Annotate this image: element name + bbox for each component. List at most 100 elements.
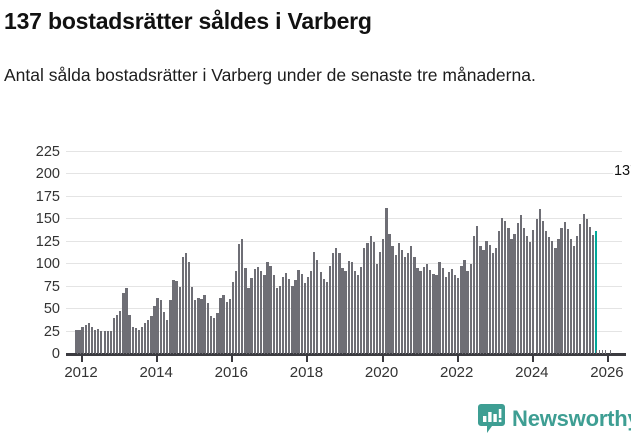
x-axis-minor-tick	[76, 350, 78, 354]
bar	[253, 268, 257, 354]
x-axis-minor-tick	[292, 350, 294, 354]
x-axis-minor-tick	[248, 350, 250, 354]
bar	[582, 213, 585, 354]
x-axis-minor-tick	[201, 350, 203, 354]
bar	[485, 240, 488, 354]
bar	[259, 270, 263, 354]
bar	[441, 267, 444, 354]
bar	[334, 248, 338, 354]
bar	[241, 239, 244, 354]
bar	[203, 294, 206, 354]
bar	[444, 276, 447, 354]
bar	[469, 264, 473, 354]
gridline	[66, 330, 622, 332]
x-axis-minor-tick	[430, 350, 432, 354]
x-axis-minor-tick	[333, 350, 335, 354]
bar	[275, 287, 278, 354]
x-axis-minor-tick	[142, 350, 144, 354]
x-axis-minor-tick	[211, 350, 212, 354]
x-axis-minor-tick	[223, 350, 225, 354]
x-axis-minor-tick	[145, 350, 147, 354]
bar	[263, 275, 266, 354]
bar	[235, 271, 238, 354]
x-axis-minor-tick	[173, 350, 175, 354]
x-axis-minor-tick	[577, 350, 579, 354]
bar	[153, 305, 156, 354]
bar	[238, 243, 241, 354]
bar	[266, 261, 269, 354]
x-axis-tick-label: 2020	[364, 364, 399, 381]
x-axis-minor-tick	[380, 350, 382, 354]
x-axis-minor-tick	[373, 350, 375, 354]
x-axis-minor-tick	[502, 350, 504, 354]
x-axis-minor-tick	[358, 350, 360, 354]
y-axis-tick-label: 25	[43, 323, 60, 340]
x-axis-minor-tick	[251, 350, 253, 354]
x-axis-minor-tick	[104, 350, 106, 354]
x-axis-minor-tick	[564, 350, 566, 354]
x-axis-minor-tick	[214, 350, 216, 354]
x-axis-minor-tick	[276, 350, 278, 354]
bar	[94, 329, 97, 354]
bar	[479, 246, 482, 354]
bar	[447, 272, 450, 354]
bar	[494, 248, 497, 354]
x-axis-minor-tick	[555, 350, 557, 354]
bar	[463, 259, 466, 354]
x-axis-minor-tick	[405, 350, 407, 354]
bar	[350, 261, 354, 354]
x-axis-minor-tick	[489, 350, 491, 354]
x-axis-minor-tick	[123, 350, 125, 354]
x-axis-minor-tick	[267, 350, 269, 354]
bar	[150, 316, 153, 354]
x-axis-minor-tick	[298, 350, 300, 354]
x-axis-minor-tick	[464, 350, 466, 354]
x-axis-minor-tick	[114, 350, 116, 354]
y-axis-tick-label: 75	[43, 278, 60, 295]
x-axis-minor-tick	[336, 350, 338, 354]
x-axis-tick-label: 2018	[289, 364, 324, 381]
page-subtitle: Antal sålda bostadsrätter i Varberg unde…	[4, 65, 536, 85]
x-axis-minor-tick	[508, 350, 510, 354]
bar	[363, 248, 366, 354]
x-axis-minor-tick	[470, 350, 472, 354]
bar	[122, 292, 125, 354]
x-axis-tick	[381, 353, 384, 362]
x-axis-minor-tick	[486, 350, 488, 354]
bar	[228, 299, 231, 354]
bar	[573, 246, 576, 354]
x-axis-line	[66, 353, 626, 356]
bar	[532, 230, 535, 354]
bar	[106, 330, 109, 354]
x-axis-minor-tick	[361, 350, 363, 354]
bar	[112, 318, 116, 354]
bar	[319, 272, 322, 354]
x-axis-minor-tick	[273, 350, 275, 354]
x-axis-minor-tick	[570, 350, 572, 354]
x-axis-minor-tick	[91, 350, 93, 354]
x-axis-minor-tick	[439, 350, 441, 354]
x-axis-minor-tick	[383, 350, 385, 354]
x-axis-minor-tick	[245, 350, 247, 354]
bar	[209, 316, 213, 354]
bar	[328, 266, 332, 354]
x-axis-tick	[231, 353, 234, 362]
x-axis-minor-tick	[370, 350, 372, 354]
bar	[576, 235, 579, 354]
bar	[300, 274, 304, 354]
bar	[341, 267, 344, 354]
bar	[147, 319, 150, 354]
bar	[526, 236, 529, 354]
x-axis-minor-tick	[558, 350, 560, 354]
x-axis-minor-tick	[229, 350, 231, 354]
x-axis-minor-tick	[307, 350, 309, 354]
bar	[451, 268, 454, 354]
bar	[197, 298, 200, 354]
bar	[360, 266, 363, 354]
bar	[294, 280, 297, 354]
x-axis-minor-tick	[126, 350, 128, 354]
gridline	[66, 308, 622, 310]
plot-area	[66, 151, 622, 354]
x-axis-minor-tick	[88, 350, 90, 354]
bar	[272, 275, 275, 354]
